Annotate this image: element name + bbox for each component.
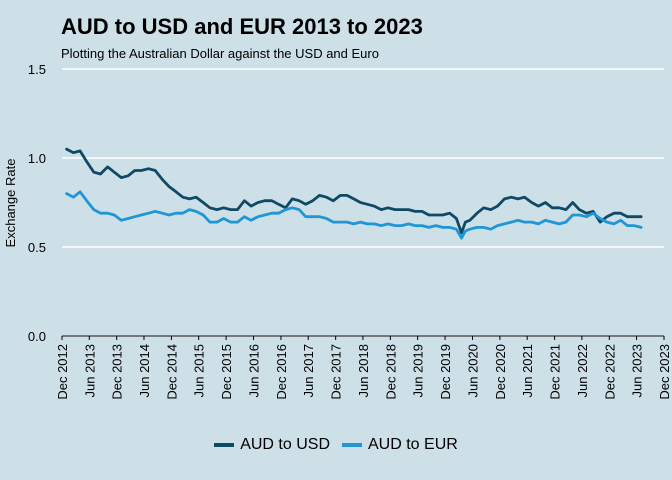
x-tick-label: Dec 2015 xyxy=(219,344,234,400)
y-axis-label: Exchange Rate xyxy=(3,159,18,248)
y-tick-labels: 0.0 0.5 1.0 1.5 xyxy=(28,62,46,344)
legend-label-aud-usd: AUD to USD xyxy=(240,436,330,453)
x-tick-label: Jun 2015 xyxy=(192,344,207,398)
x-tick-label: Dec 2019 xyxy=(438,344,453,400)
y-tick-label: 0.0 xyxy=(28,329,46,344)
y-tick-label: 1.0 xyxy=(28,151,46,166)
x-tick-label: Jun 2022 xyxy=(575,344,590,398)
x-tick-label: Jun 2018 xyxy=(356,344,371,398)
x-tick-label: Dec 2022 xyxy=(602,344,617,400)
x-tick-label: Jun 2013 xyxy=(82,344,97,398)
x-tick-label: Dec 2017 xyxy=(329,344,344,400)
x-tick-label: Jun 2019 xyxy=(411,344,426,398)
y-tick-label: 1.5 xyxy=(28,62,46,77)
legend-key-aud-eur xyxy=(342,443,362,447)
series-line-aud-eur xyxy=(65,190,643,240)
x-tick-label: Dec 2016 xyxy=(274,344,289,400)
chart-title: AUD to USD and EUR 2013 to 2023 xyxy=(61,14,423,39)
x-tick-label: Jun 2016 xyxy=(247,344,262,398)
series-lines xyxy=(65,147,643,240)
x-tick-label: Dec 2014 xyxy=(164,344,179,400)
x-tick-label: Jun 2023 xyxy=(630,344,645,398)
x-tick-label: Dec 2012 xyxy=(55,344,70,400)
x-tick-label: Dec 2021 xyxy=(548,344,563,400)
x-tick-labels: Dec 2012 Jun 2013 Dec 2013 Jun 2014 Dec 2014… xyxy=(55,336,672,400)
series-line-aud-usd xyxy=(65,147,643,235)
legend-item-aud-eur: AUD to EUR xyxy=(342,436,458,454)
chart-subtitle: Plotting the Australian Dollar against t… xyxy=(61,46,379,61)
y-tick-label: 0.5 xyxy=(28,240,46,255)
legend: AUD to USD AUD to EUR xyxy=(0,436,672,454)
legend-item-aud-usd: AUD to USD xyxy=(214,436,330,454)
x-tick-label: Dec 2018 xyxy=(383,344,398,400)
x-tick-label: Jun 2017 xyxy=(301,344,316,398)
x-tick-label: Dec 2020 xyxy=(493,344,508,400)
x-tick-label: Jun 2014 xyxy=(137,344,152,398)
x-tick-label: Jun 2021 xyxy=(520,344,535,398)
legend-label-aud-eur: AUD to EUR xyxy=(368,436,458,453)
x-tick-label: Dec 2013 xyxy=(110,344,125,400)
x-tick-label: Dec 2023 xyxy=(657,344,672,400)
x-tick-label: Jun 2020 xyxy=(465,344,480,398)
legend-key-aud-usd xyxy=(214,443,235,447)
